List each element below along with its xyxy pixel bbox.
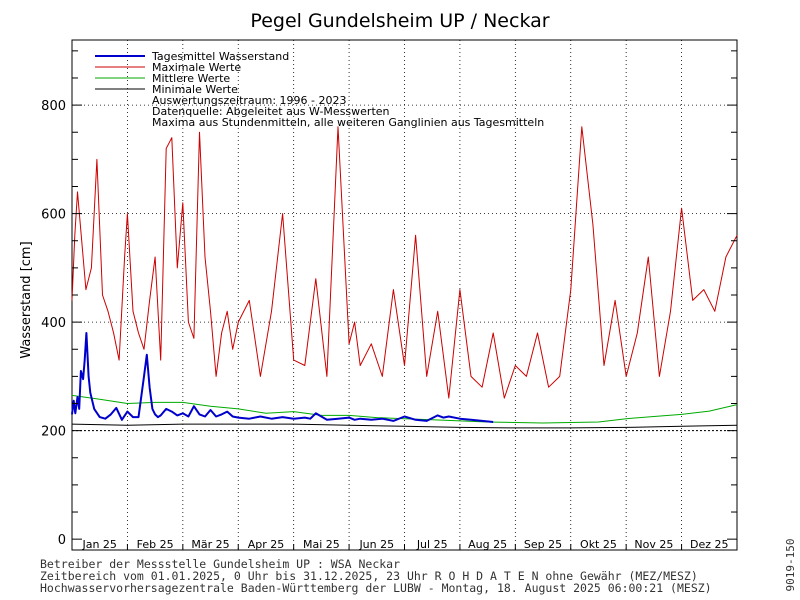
- series-tagesmittel-line: [71, 332, 494, 423]
- x-tick-label: Dez 25: [690, 538, 729, 551]
- x-tick-label: Jun 25: [358, 538, 394, 551]
- legend-note-maxima: Maxima aus Stundenmitteln, alle weiteren…: [152, 116, 544, 129]
- series-layer: [71, 126, 738, 432]
- x-tick-label: Nov 25: [634, 538, 673, 551]
- y-tick-label: 600: [41, 208, 66, 223]
- legend: Tagesmittel Wasserstand Maximale Werte M…: [95, 50, 544, 129]
- x-tick-label: Mär 25: [191, 538, 229, 551]
- footer-publisher: Hochwasservorhersagezentrale Baden-Württ…: [40, 581, 712, 595]
- legend-label-mittlere: Mittlere Werte: [152, 72, 230, 85]
- x-tick-label: Mai 25: [303, 538, 340, 551]
- series-maximale-line: [71, 126, 738, 399]
- y-tick-label: 800: [41, 99, 66, 114]
- x-tick-label: Feb 25: [137, 538, 174, 551]
- gauge-code: 9019-150: [784, 539, 797, 592]
- legend-label-tagesmittel: Tagesmittel Wasserstand: [151, 50, 289, 63]
- footer-time-range: Zeitbereich vom 01.01.2025, 0 Uhr bis 31…: [40, 569, 698, 583]
- legend-note-zeitraum: Auswertungszeitraum: 1996 - 2023: [152, 94, 347, 107]
- x-tick-label: Sep 25: [524, 538, 562, 551]
- legend-note-datenquelle: Datenquelle: Abgeleitet aus W-Messwerten: [152, 105, 390, 118]
- footer-operator: Betreiber der Messstelle Gundelsheim UP …: [40, 557, 400, 571]
- x-tick-label: Apr 25: [248, 538, 285, 551]
- x-tick-label: Okt 25: [580, 538, 617, 551]
- x-tick-label: Jan 25: [81, 538, 116, 551]
- axis-ticks: 0 200 400 600 800 Jan 25 Feb 25 Mär 25 Apr 25 Mai…: [41, 50, 737, 551]
- y-tick-label: 400: [41, 316, 66, 331]
- y-axis-label: Wasserstand [cm]: [19, 241, 34, 358]
- x-tick-label: Aug 25: [468, 538, 507, 551]
- y-tick-label: 200: [41, 425, 66, 440]
- x-tick-label: Jul 25: [416, 538, 448, 551]
- y-tick-label: 0: [58, 533, 66, 548]
- series-minimale-line: [71, 423, 738, 429]
- legend-label-minimale: Minimale Werte: [152, 83, 238, 96]
- chart-title: Pegel Gundelsheim UP / Neckar: [250, 10, 549, 32]
- series-mittlere-line: [71, 394, 738, 424]
- legend-label-maximale: Maximale Werte: [152, 61, 241, 74]
